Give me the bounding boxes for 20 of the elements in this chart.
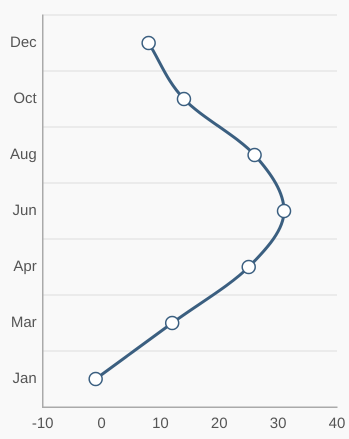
y-tick-label: Aug (10, 146, 37, 164)
y-tick-label: Jun (12, 202, 37, 220)
y-tick-label: Jan (12, 370, 37, 388)
x-tick-label: 10 (152, 415, 169, 432)
y-tick-label: Oct (13, 90, 38, 108)
point (247, 148, 262, 162)
y-tick-label: Mar (10, 314, 37, 332)
y-tick-label: Dec (10, 34, 38, 52)
x-tick-label: -10 (32, 415, 54, 432)
point (141, 36, 156, 50)
x-tick-label: 30 (270, 415, 286, 432)
point (176, 92, 192, 106)
x-tick-label: 20 (210, 415, 228, 432)
point (276, 204, 292, 218)
x-tick-label: 40 (328, 415, 346, 432)
y-tick-label: Apr (13, 258, 37, 276)
point (164, 316, 180, 330)
point (88, 372, 103, 386)
point (241, 260, 256, 274)
x-tick-label: 0 (97, 415, 106, 432)
